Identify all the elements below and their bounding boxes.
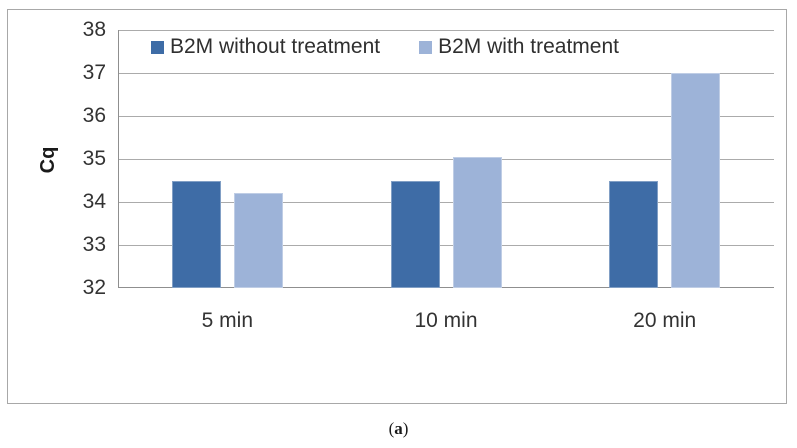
legend-marker-icon [419,40,433,54]
legend-marker-icon [151,40,164,54]
x-tick-label: 20 min [633,309,697,332]
bar-20-min-series-1 [671,73,721,288]
bar-10-min-series-0 [390,180,440,288]
figure-caption: (a) [0,419,797,439]
y-tick-label: 32 [82,276,106,299]
gridline [118,73,774,74]
legend-label: B2M with treatment [438,35,619,58]
y-tick-label: 34 [82,190,106,213]
bar-10-min-series-1 [452,156,502,288]
caption-letter: a [394,419,403,438]
bar-5-min-series-0 [171,180,221,288]
y-tick-label: 37 [82,61,106,84]
gridline [118,30,774,31]
bar-20-min-series-0 [609,180,659,288]
y-axis-title: Cq [37,146,59,174]
y-tick-label: 35 [82,147,106,170]
legend-label: B2M without treatment [170,35,381,58]
gridline [118,245,774,246]
caption-open-paren: ( [388,419,395,438]
bar-5-min-series-1 [233,193,283,288]
plot-area [118,30,774,288]
legend-item: B2M with treatment [419,35,619,59]
gridline [118,116,774,117]
x-tick-label: 5 min [201,309,253,332]
gridline [118,202,774,203]
y-tick-label: 33 [82,233,106,256]
y-tick-label: 38 [82,18,106,41]
gridline [118,159,774,160]
legend-item: B2M without treatment [151,35,380,59]
x-tick-label: 10 min [414,309,478,332]
caption-close-paren: ) [402,419,409,438]
legend: B2M without treatment B2M with treatment [118,35,774,59]
y-tick-label: 36 [82,104,106,127]
